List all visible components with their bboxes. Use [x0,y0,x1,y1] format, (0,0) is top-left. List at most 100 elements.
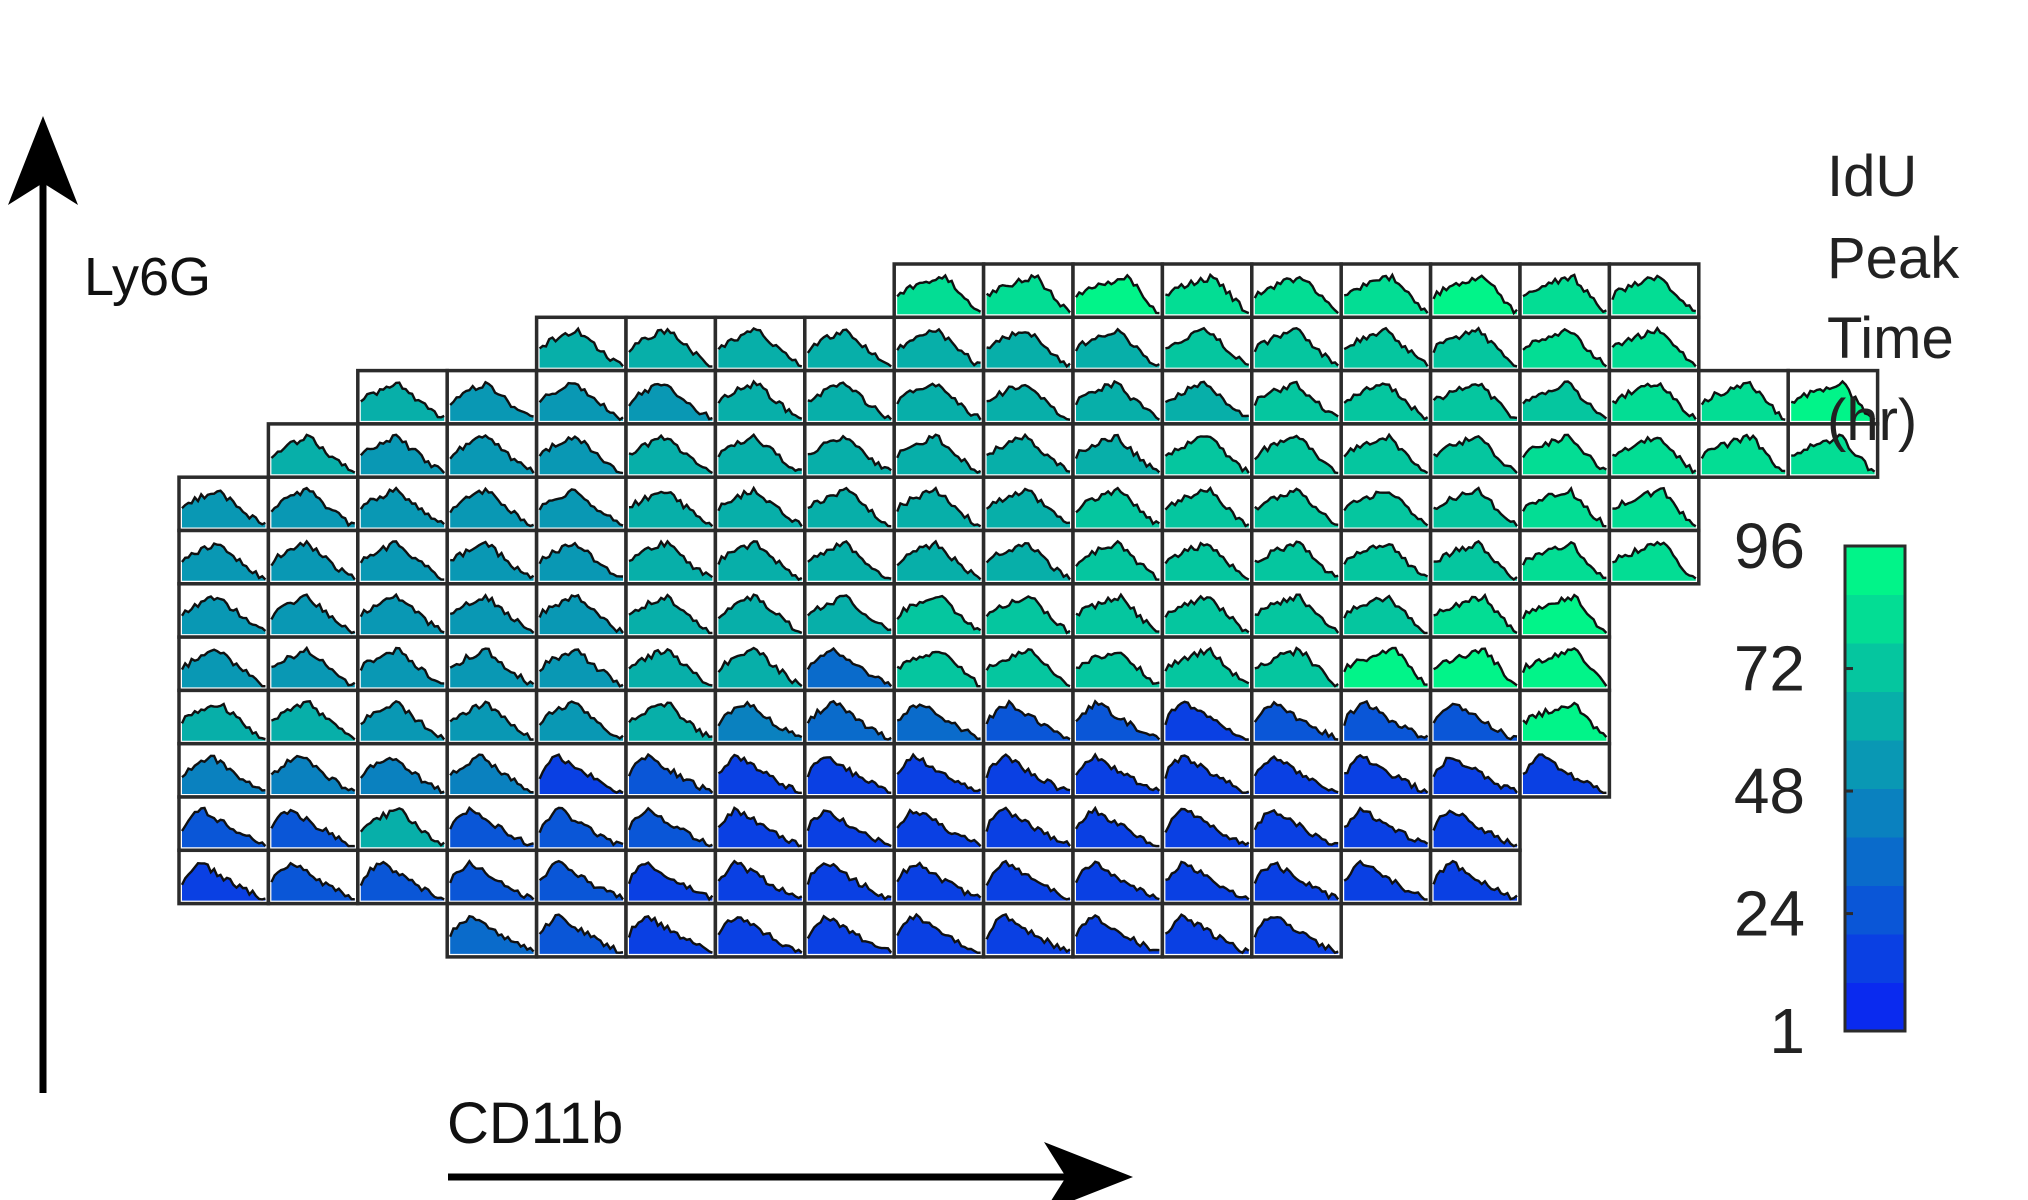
cell-histogram-line [449,593,535,634]
cell-histogram-line [1343,806,1429,845]
cell-histogram-line [1432,274,1518,316]
cell-histogram-line [270,861,355,901]
cell-histogram-line [1254,646,1339,688]
heatmap-cell [1339,475,1433,533]
heatmap-cell [1160,422,1254,479]
cell-histogram-line [985,487,1071,525]
cell-histogram-fill [1344,648,1428,688]
heatmap-cell [1250,741,1343,799]
cell-histogram-line [717,646,803,688]
heatmap-cell [445,741,539,799]
heatmap-cell [624,741,718,799]
cell-histogram-line [1343,646,1428,686]
cell-histogram-line [359,860,445,901]
cell-histogram-line [806,756,892,794]
heatmap-cell [356,582,449,639]
cell-histogram-line [1343,859,1428,901]
cell-histogram-fill [450,648,534,688]
heatmap-row [356,368,1880,426]
heatmap-cell [1428,582,1522,639]
cell-histogram-fill [182,596,266,635]
heatmap-cell [624,848,718,906]
cell-histogram-line [1343,382,1429,421]
cell-histogram-line [1254,487,1339,526]
cell-histogram-fill [1076,275,1160,315]
heatmap-cell [713,688,807,746]
cell-histogram-line [449,753,534,794]
cell-histogram-line [449,700,534,741]
heatmap-cell [892,368,986,426]
cell-histogram-line [986,432,1071,473]
cell-histogram-line [1612,540,1697,580]
cell-histogram-line [1253,275,1340,314]
cell-histogram-line [1522,433,1607,471]
cell-histogram-fill [897,329,981,368]
colorbar: IdU Peak Time (hr) 96 72 48 24 1 [1734,144,1960,1067]
heatmap-cell [624,368,718,426]
x-axis-label: CD11b [447,1091,623,1156]
cell-histogram-fill [629,702,713,741]
cell-histogram-line [985,699,1071,741]
cell-histogram-line [1791,433,1876,473]
heatmap-cell [1518,475,1612,533]
heatmap-cell [177,582,271,639]
heatmap-cell [534,848,628,906]
cell-histogram-fill [1076,594,1160,635]
heatmap-cell [266,848,360,906]
heatmap-cell [1160,368,1254,426]
heatmap-cell [624,582,718,639]
cell-histogram-fill [807,382,892,421]
cell-histogram-line [449,647,535,686]
cell-histogram-fill [1254,756,1339,794]
cell-histogram-line [717,593,803,634]
cell-histogram-line [1253,326,1340,367]
heatmap-cell [713,475,807,533]
cell-histogram-line [359,807,445,847]
cell-histogram-fill [539,328,623,368]
cell-histogram-fill [1701,382,1786,421]
cell-histogram-line [270,433,356,474]
colorbar-segment [1845,982,1905,1032]
cell-histogram-line [1074,327,1160,367]
colorbar-frame [1843,544,1907,1033]
heatmap-cell [624,315,718,373]
colorbar-segment [1845,691,1905,741]
cell-histogram-line [1075,752,1161,792]
cell-histogram-line [628,433,714,475]
colorbar-title-line-1: IdU [1827,144,1917,209]
cell-histogram-line [1343,594,1428,635]
cell-histogram-line [627,861,714,902]
cell-histogram-fill [360,862,445,901]
cell-histogram-line [1074,805,1160,848]
cell-histogram-fill [1523,542,1607,581]
heatmap-cell [177,635,271,693]
cell-histogram-line [180,595,267,632]
heatmap-cell [445,848,539,906]
heatmap-cell [1518,315,1612,373]
cell-histogram-fill [182,649,266,688]
cell-histogram-line [538,593,624,634]
cell-histogram-line [360,699,446,741]
heatmap-cell [981,795,1075,853]
cell-histogram-line [1522,701,1608,738]
heatmap-cell [1518,368,1612,426]
cell-histogram-fill [986,275,1070,315]
cell-histogram-line [538,859,624,901]
cell-histogram-line [806,914,893,954]
heatmap-cell [1339,262,1433,320]
colorbar-tick: 72 [1734,633,1853,705]
cell-histogram-fill [718,702,802,741]
cell-histogram-line [985,806,1071,847]
cell-histogram-fill [1165,543,1249,581]
cell-histogram-fill [986,754,1070,794]
cell-histogram-fill [360,382,445,421]
colorbar-title-line-2: Peak [1827,226,1960,291]
cell-histogram-line [1521,647,1608,687]
cell-histogram-fill [1076,488,1160,528]
cell-histogram-line [538,541,624,578]
colorbar-ticks: 96 72 48 24 1 [1734,510,1853,1067]
cell-histogram-line [806,862,892,901]
heatmap-cell [1160,688,1254,746]
colorbar-tick-label: 24 [1734,878,1805,950]
cell-histogram-line [1343,432,1429,475]
